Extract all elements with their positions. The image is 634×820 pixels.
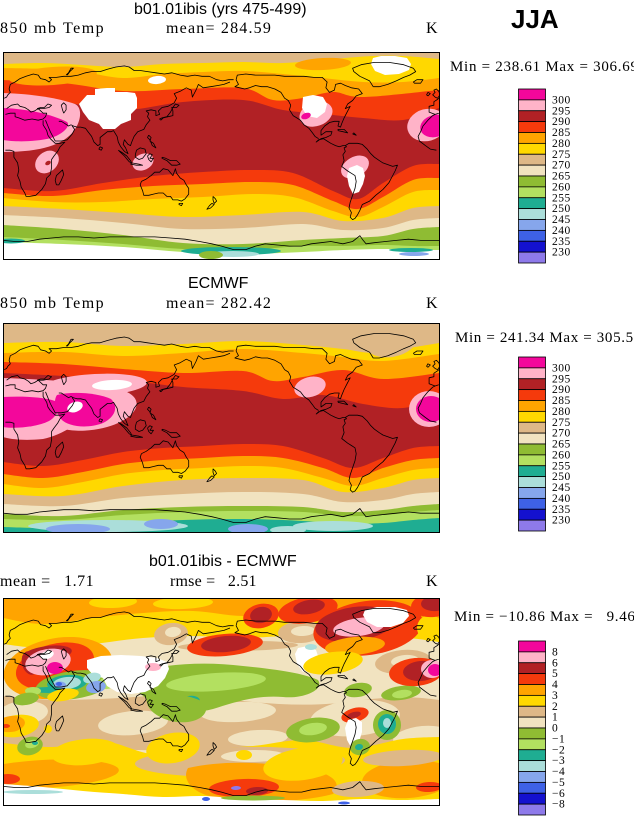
svg-text:255: 255 — [552, 460, 571, 472]
svg-text:−2: −2 — [552, 744, 565, 756]
svg-text:230: 230 — [552, 247, 571, 259]
svg-text:255: 255 — [552, 192, 571, 204]
svg-text:4: 4 — [552, 679, 558, 691]
svg-text:285: 285 — [552, 127, 571, 139]
svg-text:285: 285 — [552, 395, 571, 407]
svg-text:240: 240 — [552, 225, 571, 237]
svg-text:270: 270 — [552, 428, 571, 440]
svg-text:275: 275 — [552, 417, 571, 429]
svg-text:295: 295 — [552, 373, 571, 385]
svg-text:−5: −5 — [552, 777, 565, 789]
svg-text:−4: −4 — [552, 766, 565, 778]
svg-text:6: 6 — [552, 657, 558, 669]
svg-text:250: 250 — [552, 471, 571, 483]
svg-text:235: 235 — [552, 504, 571, 516]
svg-text:230: 230 — [552, 515, 571, 527]
svg-text:300: 300 — [552, 362, 571, 374]
svg-text:5: 5 — [552, 668, 558, 680]
svg-text:295: 295 — [552, 105, 571, 117]
svg-text:245: 245 — [552, 214, 571, 226]
svg-text:260: 260 — [552, 181, 571, 193]
svg-text:−6: −6 — [552, 788, 565, 800]
svg-text:235: 235 — [552, 236, 571, 248]
svg-text:8: 8 — [552, 646, 558, 658]
svg-text:270: 270 — [552, 160, 571, 172]
svg-text:−3: −3 — [552, 755, 565, 767]
svg-text:280: 280 — [552, 138, 571, 150]
svg-text:3: 3 — [552, 690, 558, 702]
svg-text:265: 265 — [552, 439, 571, 451]
svg-text:290: 290 — [552, 384, 571, 396]
svg-text:240: 240 — [552, 493, 571, 505]
svg-text:250: 250 — [552, 203, 571, 215]
svg-text:0: 0 — [552, 723, 558, 735]
svg-text:260: 260 — [552, 449, 571, 461]
svg-text:245: 245 — [552, 482, 571, 494]
svg-text:2: 2 — [552, 701, 558, 713]
svg-text:−8: −8 — [552, 799, 565, 811]
svg-text:300: 300 — [552, 94, 571, 106]
svg-text:275: 275 — [552, 149, 571, 161]
svg-text:290: 290 — [552, 116, 571, 128]
svg-text:280: 280 — [552, 406, 571, 418]
svg-text:1: 1 — [552, 712, 558, 724]
svg-text:−1: −1 — [552, 733, 565, 745]
svg-text:265: 265 — [552, 171, 571, 183]
